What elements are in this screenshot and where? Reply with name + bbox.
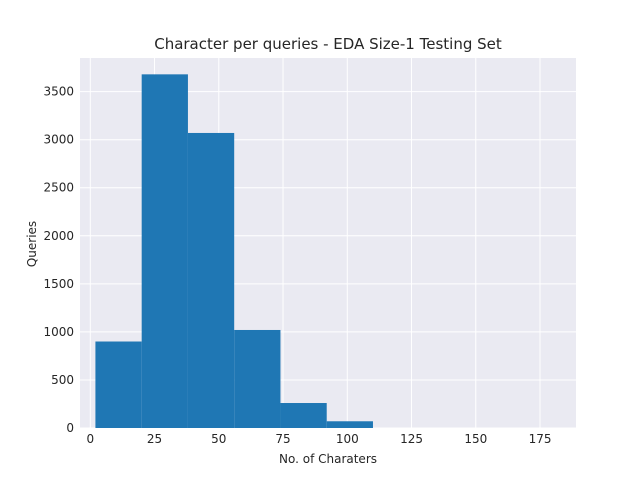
histogram-bar — [280, 403, 327, 428]
x-tick-label: 0 — [86, 432, 94, 446]
x-axis-label: No. of Charaters — [279, 452, 377, 466]
x-tick-label: 125 — [400, 432, 423, 446]
x-tick-labels: 0 25 50 75 100 125 150 175 — [86, 432, 551, 446]
y-tick-label: 3500 — [43, 85, 74, 99]
y-tick-label: 0 — [66, 421, 74, 435]
chart-title: Character per queries - EDA Size-1 Testi… — [154, 35, 502, 53]
histogram-bar — [234, 329, 281, 428]
y-tick-labels: 0 500 1000 1500 2000 2500 3000 3500 — [43, 85, 74, 435]
y-tick-label: 500 — [51, 373, 74, 387]
y-tick-label: 2000 — [43, 229, 74, 243]
histogram-bar — [326, 421, 373, 428]
x-tick-label: 50 — [211, 432, 226, 446]
histogram-bar — [141, 74, 188, 429]
y-tick-label: 1000 — [43, 325, 74, 339]
y-tick-label: 3000 — [43, 133, 74, 147]
y-axis-label: Queries — [25, 221, 39, 267]
x-tick-label: 75 — [275, 432, 290, 446]
x-tick-label: 150 — [464, 432, 487, 446]
y-tick-label: 2500 — [43, 181, 74, 195]
x-tick-label: 25 — [147, 432, 162, 446]
histogram-bar — [95, 341, 142, 428]
x-tick-label: 100 — [336, 432, 359, 446]
x-tick-label: 175 — [529, 432, 552, 446]
histogram-bar — [187, 132, 235, 428]
histogram-bars — [95, 74, 373, 429]
y-tick-label: 1500 — [43, 277, 74, 291]
